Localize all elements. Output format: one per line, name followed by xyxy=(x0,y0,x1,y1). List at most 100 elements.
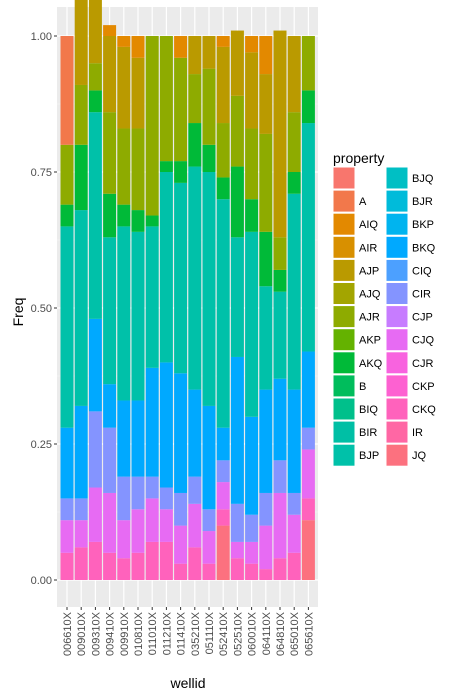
bar-segment xyxy=(216,199,230,428)
bar-segment xyxy=(245,416,259,515)
legend-label: AJP xyxy=(359,265,379,277)
bars xyxy=(60,0,315,580)
y-tick-label: 0.50 xyxy=(31,303,52,315)
bar-segment xyxy=(259,36,273,75)
y-tick-label: 0.75 xyxy=(31,167,52,179)
legend-label: JQ xyxy=(412,450,427,462)
bar-segment xyxy=(245,514,259,542)
bar-segment xyxy=(259,492,273,526)
bar-segment xyxy=(117,46,131,129)
bar-segment xyxy=(74,498,88,521)
bar-segment xyxy=(74,520,88,548)
legend-label: AJR xyxy=(359,312,380,324)
bar-segment xyxy=(230,30,244,96)
legend-key xyxy=(332,166,356,190)
bar-segment xyxy=(216,46,230,124)
bar-segment xyxy=(145,476,159,499)
legend-key xyxy=(385,374,409,398)
bar-segment xyxy=(174,373,188,493)
bar-segment xyxy=(145,367,159,477)
legend-label: BIQ xyxy=(359,404,378,416)
bar-segment xyxy=(117,558,131,580)
bar-segment xyxy=(145,498,159,542)
bar-segment xyxy=(216,460,230,483)
bar-segment xyxy=(74,210,88,406)
bar-segment xyxy=(74,547,88,580)
bar-segment xyxy=(273,558,287,580)
bar-segment xyxy=(273,30,287,238)
bar-segment xyxy=(117,36,131,47)
bar-segment xyxy=(74,84,88,145)
legend-label: CIQ xyxy=(412,265,432,277)
bar-segment xyxy=(174,36,188,58)
legend-key xyxy=(332,212,356,236)
bar-segment xyxy=(131,57,145,129)
bar-segment xyxy=(216,177,230,200)
bar-segment xyxy=(216,123,230,178)
bar-segment xyxy=(216,427,230,461)
x-tick-label: 011410X xyxy=(176,611,188,655)
legend-key xyxy=(332,351,356,375)
y-tick-label: 1.00 xyxy=(31,31,52,43)
bar-segment xyxy=(301,36,315,91)
bar-segment xyxy=(301,520,315,580)
x-tick-label: 011210X xyxy=(161,611,173,655)
legend-key xyxy=(385,212,409,236)
bar-segment xyxy=(259,569,273,580)
bar-segment xyxy=(131,552,145,580)
legend-key xyxy=(385,189,409,213)
x-tick-label: 060010X xyxy=(247,611,259,656)
x-tick-label: 051110X xyxy=(204,611,216,654)
x-tick-label: 006610X xyxy=(62,611,74,656)
legend-key xyxy=(385,351,409,375)
legend-key xyxy=(332,189,356,213)
bar-segment xyxy=(159,487,173,510)
legend-label: BJP xyxy=(359,450,379,462)
bar-segment xyxy=(188,503,202,548)
x-tick-label: 011010X xyxy=(147,611,159,655)
legend-label: CJP xyxy=(412,312,433,324)
legend-key xyxy=(332,258,356,282)
bar-segment xyxy=(131,476,145,510)
bar-segment xyxy=(131,128,145,211)
bar-segment xyxy=(230,166,244,238)
bar-segment xyxy=(245,563,259,580)
bar-segment xyxy=(273,492,287,559)
bar-segment xyxy=(259,231,273,287)
bar-segment xyxy=(88,63,102,91)
legend-key xyxy=(332,443,356,467)
bar-segment xyxy=(230,237,244,357)
bar-segment xyxy=(174,57,188,162)
bar-segment xyxy=(60,520,74,553)
bar-segment xyxy=(245,128,259,200)
bar-segment xyxy=(60,427,74,499)
bar-segment xyxy=(230,541,244,559)
legend-key xyxy=(385,328,409,352)
legend-title: property xyxy=(333,150,384,166)
legend-label: BJR xyxy=(412,196,433,208)
bar-segment xyxy=(103,237,117,385)
x-tick-label: 064810X xyxy=(275,611,287,656)
bar-segment xyxy=(230,558,244,580)
legend-key xyxy=(385,258,409,282)
bar-segment xyxy=(245,52,259,129)
bar-segment xyxy=(259,133,273,232)
bar-segment xyxy=(216,482,230,510)
bar-segment xyxy=(88,487,102,542)
bar-segment xyxy=(216,509,230,526)
bar-segment xyxy=(131,509,145,553)
bar-segment xyxy=(117,204,131,227)
bar-segment xyxy=(60,226,74,428)
x-tick-label: 009410X xyxy=(105,611,117,656)
bar-segment xyxy=(188,36,202,75)
legend-key xyxy=(385,305,409,329)
x-axis-ticks: 006610X 009010X 009310X 009410X 009910X 01081… xyxy=(62,607,315,656)
bar-segment xyxy=(301,123,315,352)
bar-segment xyxy=(287,492,301,515)
bar-segment xyxy=(74,0,88,85)
y-tick-label: 0.25 xyxy=(31,439,52,451)
legend-key xyxy=(385,397,409,421)
bar-segment xyxy=(202,509,216,532)
x-tick-label: 052410X xyxy=(218,611,230,656)
x-tick-label: 065610X xyxy=(303,611,315,656)
